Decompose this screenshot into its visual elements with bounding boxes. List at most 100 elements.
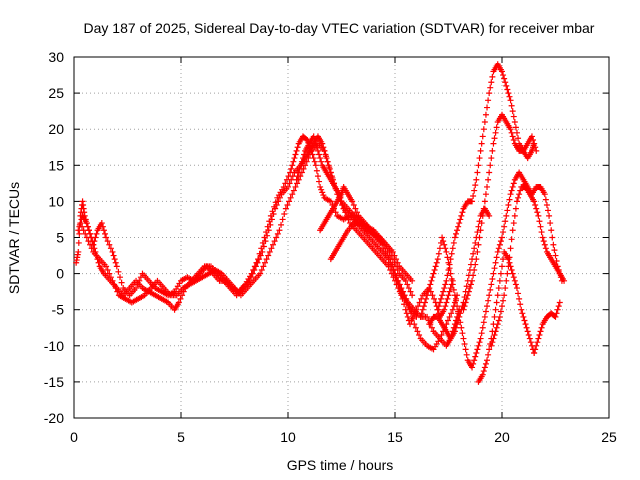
data-point (80, 227, 87, 234)
data-point (450, 286, 457, 293)
data-point (489, 276, 496, 283)
data-point (520, 313, 527, 320)
data-point (112, 259, 119, 266)
data-point (75, 239, 82, 246)
data-point (460, 299, 467, 306)
data-point (445, 266, 452, 273)
data-point (251, 266, 258, 273)
data-point (267, 221, 274, 228)
data-point (75, 248, 82, 255)
data-point (83, 234, 90, 241)
data-point (286, 198, 293, 205)
data-point (547, 220, 554, 227)
data-point (481, 198, 488, 205)
data-point (484, 183, 491, 190)
data-point (542, 245, 549, 252)
data-point (496, 277, 503, 284)
data-point (444, 254, 451, 261)
data-point (310, 155, 317, 162)
data-point (177, 295, 184, 302)
data-point (538, 324, 545, 331)
data-series-s3 (77, 140, 463, 349)
data-point (290, 158, 297, 165)
data-point (409, 315, 416, 322)
data-point (541, 191, 548, 198)
data-point (447, 256, 454, 263)
data-point (342, 209, 349, 216)
data-point (491, 313, 498, 320)
data-point (133, 285, 140, 292)
data-point (442, 245, 449, 252)
chart-title: Day 187 of 2025, Sidereal Day-to-day VTE… (84, 20, 595, 36)
data-point (462, 288, 469, 295)
data-point (509, 133, 516, 140)
data-point (465, 272, 472, 279)
data-point (88, 245, 95, 252)
data-point (508, 187, 515, 194)
data-point (501, 223, 508, 230)
data-point (276, 194, 283, 201)
data-point (445, 292, 452, 299)
data-point (400, 292, 407, 299)
data-point (303, 136, 310, 143)
data-point (289, 191, 296, 198)
data-point (503, 277, 510, 284)
data-point (505, 90, 512, 97)
data-point (500, 297, 507, 304)
data-point (434, 256, 441, 263)
data-point (502, 79, 509, 86)
data-point (418, 310, 425, 317)
data-point (398, 288, 405, 295)
data-point (273, 234, 280, 241)
data-point (317, 183, 324, 190)
data-point (390, 266, 397, 273)
data-point (490, 335, 497, 342)
data-point (443, 277, 450, 284)
data-point (114, 288, 121, 295)
data-point (257, 270, 264, 277)
data-point (459, 330, 466, 337)
data-point (480, 126, 487, 133)
x-axis-label: GPS time / hours (287, 457, 394, 473)
data-point (497, 308, 504, 315)
data-series-s12 (488, 183, 568, 349)
data-point (402, 277, 409, 284)
data-point (517, 301, 524, 308)
data-point (481, 364, 488, 371)
data-point (394, 277, 401, 284)
data-point (85, 238, 92, 245)
data-point (311, 158, 318, 165)
data-point (451, 292, 458, 299)
data-series-s1 (73, 133, 456, 328)
data-point (519, 310, 526, 317)
data-point (317, 155, 324, 162)
data-point (461, 294, 468, 301)
data-point (305, 155, 312, 162)
y-tick-label: -15 (44, 374, 64, 390)
data-point (349, 198, 356, 205)
data-point (273, 202, 280, 209)
data-point (386, 252, 393, 259)
data-point (516, 191, 523, 198)
data-point (469, 256, 476, 263)
data-point (475, 223, 482, 230)
data-point (268, 245, 275, 252)
data-point (555, 303, 562, 310)
data-point (488, 79, 495, 86)
data-point (248, 274, 255, 281)
data-point (266, 248, 273, 255)
data-point (284, 202, 291, 209)
data-point (107, 245, 114, 252)
data-point (296, 165, 303, 172)
data-point (429, 292, 436, 299)
data-point (179, 292, 186, 299)
data-point (500, 229, 507, 236)
data-point (416, 299, 423, 306)
data-point (425, 288, 432, 295)
data-point (301, 151, 308, 158)
data-series-s9 (460, 111, 538, 313)
data-point (525, 331, 532, 338)
data-point (499, 68, 505, 75)
data-point (537, 223, 544, 230)
